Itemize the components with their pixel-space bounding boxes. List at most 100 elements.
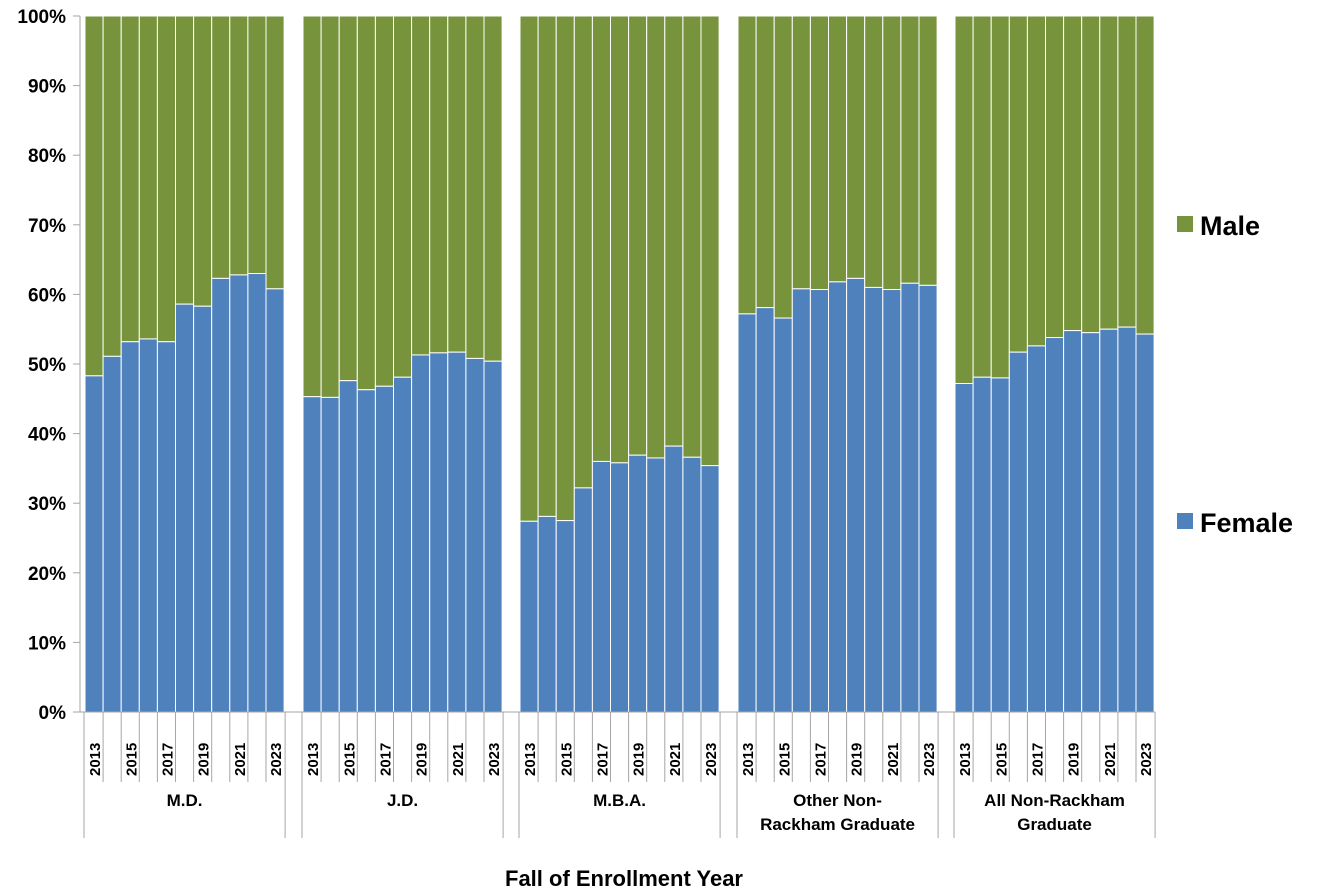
bar-male [156, 15, 176, 343]
bar-female [918, 284, 938, 713]
bar-male [1135, 15, 1155, 335]
bar-female [429, 352, 449, 713]
bar-male [1099, 15, 1119, 330]
x-year-label: 2017 [159, 743, 176, 776]
bar-female [1063, 330, 1083, 713]
bar-female [990, 377, 1010, 713]
bar-female [411, 354, 431, 713]
bar-male [610, 15, 630, 464]
bar-male [646, 15, 666, 459]
bar-male [393, 15, 413, 378]
y-tick-label: 90% [28, 77, 66, 98]
group-label: Other Non- [793, 791, 882, 810]
legend-label-male: Male [1200, 211, 1260, 241]
bar-female [356, 389, 376, 713]
group-label: All Non-Rackham [984, 791, 1125, 810]
bar-male [900, 15, 920, 284]
bar-male [320, 15, 340, 398]
bar-male [1081, 15, 1101, 334]
bar-female [682, 456, 702, 713]
x-year-label: 2021 [1102, 743, 1119, 776]
bar-female [882, 289, 902, 713]
group-label: M.B.A. [593, 791, 646, 810]
bar-female [302, 396, 322, 713]
x-year-label: 2021 [232, 743, 249, 776]
group-label: J.D. [387, 791, 418, 810]
y-tick-label: 100% [17, 7, 66, 28]
bar-female [1099, 328, 1119, 713]
bar-male [773, 15, 793, 319]
x-year-label: 2019 [414, 743, 431, 776]
x-year-label: 2019 [196, 743, 213, 776]
bar-female [1045, 337, 1065, 713]
bar-female [864, 286, 884, 713]
group-label: M.D. [167, 791, 203, 810]
x-year-label: 2015 [993, 743, 1010, 776]
x-year-label: 2021 [667, 743, 684, 776]
bar-male [102, 15, 122, 357]
x-year-label: 2013 [740, 743, 757, 776]
bar-female [483, 360, 503, 713]
bar-female [374, 385, 394, 713]
bar-female [120, 341, 140, 713]
group-label: Graduate [1017, 815, 1092, 834]
bar-male [1026, 15, 1047, 347]
bar-male [555, 15, 575, 522]
bar-female [1117, 326, 1137, 713]
x-year-label: 2021 [885, 743, 902, 776]
bar-male [755, 15, 775, 309]
bar-female [175, 303, 195, 713]
bar-male [573, 15, 593, 489]
x-year-label: 2017 [812, 743, 829, 776]
bar-male [483, 15, 503, 362]
legend-swatch-female [1177, 513, 1193, 529]
bar-female [737, 313, 757, 713]
x-year-label: 2017 [377, 743, 394, 776]
bar-female [393, 376, 413, 713]
bar-male [828, 15, 848, 283]
x-year-label: 2017 [594, 743, 611, 776]
bar-male [429, 15, 449, 354]
bar-male [247, 15, 267, 275]
x-year-label: 2021 [450, 743, 467, 776]
bar-female [628, 454, 648, 713]
bar-female [846, 277, 866, 713]
bar-female [102, 355, 122, 713]
bar-female [828, 281, 848, 713]
bar-female [1008, 351, 1028, 713]
y-tick-label: 30% [28, 494, 66, 515]
bar-female [84, 375, 104, 713]
bar-male [519, 15, 539, 522]
bar-female [573, 487, 593, 713]
y-tick-label: 20% [28, 564, 66, 585]
bar-male [193, 15, 213, 307]
bar-male [84, 15, 104, 377]
bars-layer [84, 15, 1155, 713]
bar-female [954, 382, 974, 713]
bar-male [1008, 15, 1028, 353]
bar-female [591, 460, 612, 713]
bar-female [211, 277, 231, 713]
bar-female [1135, 333, 1155, 713]
bar-female [773, 317, 793, 713]
legend: Male Female [1177, 211, 1293, 538]
bar-male [954, 15, 974, 384]
x-year-label: 2023 [486, 743, 503, 776]
bar-male [1063, 15, 1083, 332]
x-year-label: 2013 [87, 743, 104, 776]
bar-male [175, 15, 195, 305]
labels-layer: 0% 10% 20% 30% 40% 50% 60% 70% 80% 90% 100% 2013 201… [17, 7, 1155, 834]
x-year-label: 2015 [341, 743, 358, 776]
bar-female [338, 380, 358, 713]
bar-female [900, 282, 920, 713]
bar-male [211, 15, 231, 279]
axis-layer [73, 15, 1156, 838]
bar-female [537, 515, 557, 713]
bar-female [755, 307, 775, 713]
bar-male [882, 15, 902, 291]
y-tick-label: 40% [28, 425, 66, 446]
legend-label-female: Female [1200, 508, 1293, 538]
bar-male [700, 15, 720, 467]
bar-female [247, 273, 267, 713]
